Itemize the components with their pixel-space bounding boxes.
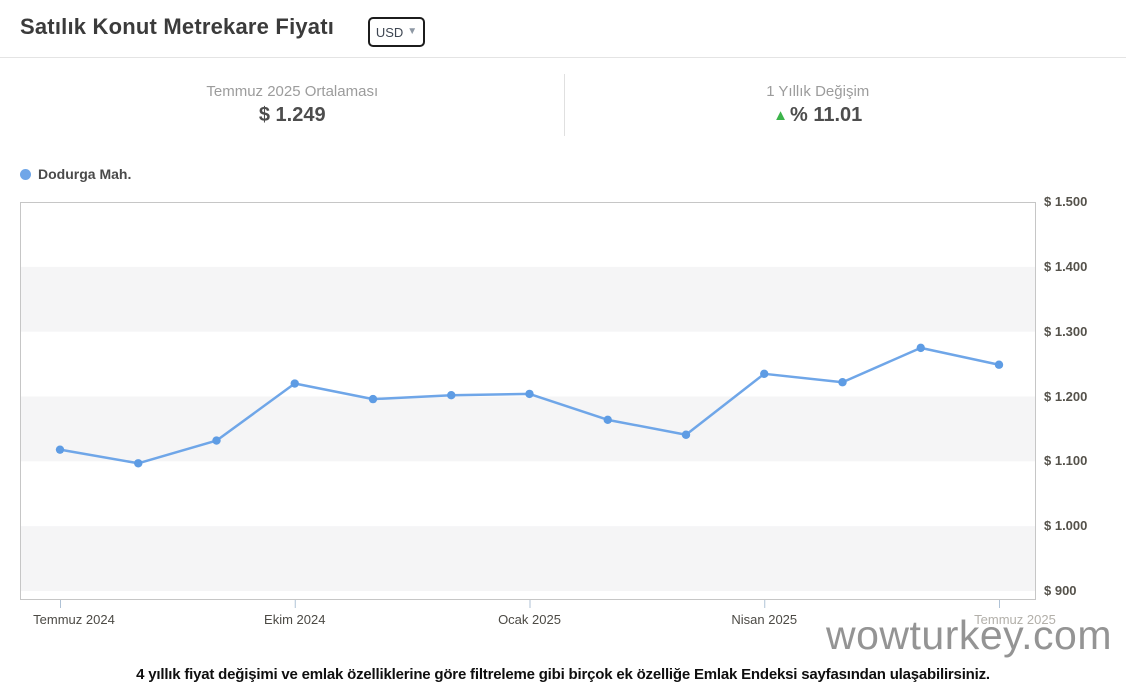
- data-point[interactable]: [368, 394, 378, 404]
- chart-plot-area: [20, 202, 1036, 608]
- y-axis-label: $ 1.100: [1044, 453, 1088, 469]
- x-axis-label: Temmuz 2024: [33, 612, 115, 627]
- y-axis-label: $ 1.500: [1044, 194, 1088, 209]
- price-line-chart[interactable]: $ 1.500 $ 1.400 $ 1.300 $ 1.200 $ 1.100 $ 1.0…: [0, 194, 1126, 642]
- watermark: wowturkey.com: [826, 612, 1112, 658]
- data-point[interactable]: [994, 360, 1004, 369]
- data-point[interactable]: [760, 369, 769, 379]
- data-point[interactable]: [603, 415, 612, 425]
- data-point[interactable]: [212, 436, 221, 445]
- data-point[interactable]: [838, 378, 847, 387]
- y-axis-label: $ 900: [1044, 583, 1077, 598]
- x-axis-label: Ocak 2025: [498, 612, 561, 627]
- chart-legend[interactable]: Dodurga Mah.: [20, 166, 131, 182]
- x-axis-label: Ekim 2024: [264, 612, 326, 627]
- x-axis-label: Temmuz 2025: [974, 612, 1056, 627]
- legend-label: Dodurga Mah.: [38, 166, 132, 182]
- stat-yearly-change-value-row: ▲% 11.01: [773, 104, 862, 127]
- y-axis-label: $ 1.200: [1044, 388, 1088, 404]
- x-axis-label: Nisan 2025: [731, 612, 798, 627]
- data-point[interactable]: [55, 445, 65, 454]
- data-point[interactable]: [290, 379, 299, 388]
- legend-dot-icon: [20, 168, 31, 180]
- footer-note: 4 yıllık fiyat değişimi ve emlak özellik…: [136, 666, 990, 683]
- data-point[interactable]: [525, 389, 534, 399]
- trend-up-icon: ▲: [773, 107, 789, 124]
- currency-dropdown[interactable]: USD ▼: [368, 17, 425, 47]
- stat-average-value: $ 1.249: [258, 104, 326, 126]
- y-axis-label: $ 1.000: [1044, 518, 1088, 534]
- data-point[interactable]: [447, 391, 456, 400]
- data-point[interactable]: [916, 343, 925, 353]
- data-point[interactable]: [681, 430, 691, 439]
- chevron-down-icon: ▼: [407, 26, 418, 37]
- y-axis-label: $ 1.400: [1044, 258, 1088, 274]
- stat-yearly-change: 1 Yıllık Değişim ▲% 11.01: [564, 74, 1070, 136]
- currency-dropdown-value: USD: [375, 24, 404, 40]
- y-axis-label: $ 1.300: [1044, 323, 1088, 339]
- data-point[interactable]: [134, 459, 143, 468]
- stats-row: Temmuz 2025 Ortalaması $ 1.249 1 Yıllık …: [20, 74, 1070, 136]
- header-divider: [0, 57, 1126, 58]
- page-title: Satılık Konut Metrekare Fiyatı: [20, 14, 335, 39]
- stat-yearly-change-label: 1 Yıllık Değişim: [766, 83, 870, 100]
- stat-yearly-change-value: % 11.01: [790, 104, 863, 126]
- stat-average: Temmuz 2025 Ortalaması $ 1.249: [20, 74, 564, 136]
- stat-average-label: Temmuz 2025 Ortalaması: [206, 83, 379, 100]
